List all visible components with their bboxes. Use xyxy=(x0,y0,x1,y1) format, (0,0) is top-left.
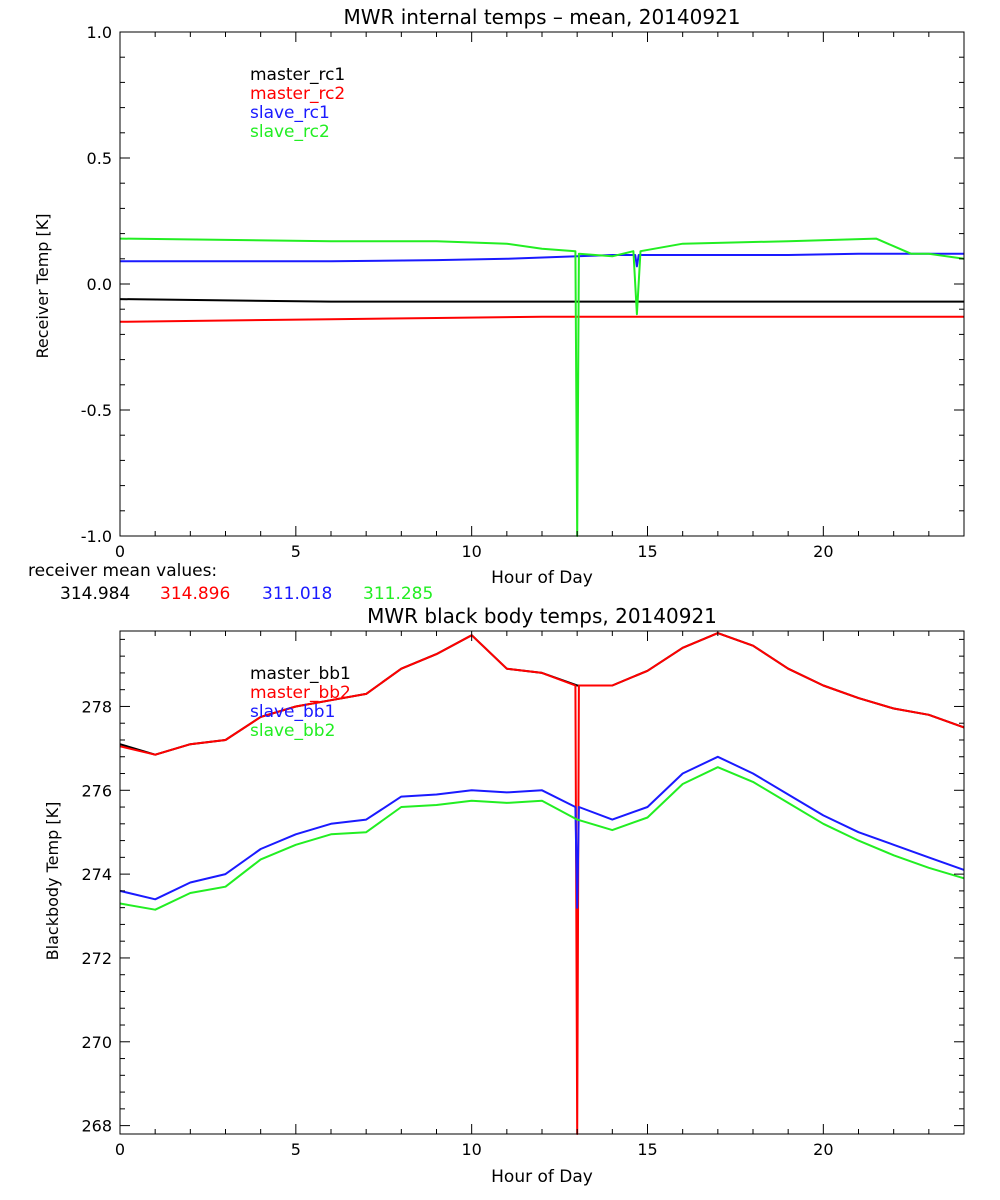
y-tick-label: 276 xyxy=(81,781,112,800)
x-tick-label: 15 xyxy=(637,542,657,561)
receiver-mean-value: 314.896 xyxy=(160,584,230,604)
x-tick-label: 5 xyxy=(291,1140,301,1159)
x-tick-label: 15 xyxy=(637,1140,657,1159)
y-tick-label: -1.0 xyxy=(81,527,112,546)
y-tick-label: 0.0 xyxy=(87,275,112,294)
x-tick-label: 10 xyxy=(461,542,481,561)
series-line-slave_bb1 xyxy=(119,755,965,909)
x-tick-label: 20 xyxy=(813,1140,833,1159)
legend-entry: slave_rc2 xyxy=(250,122,330,142)
y-tick-label: 1.0 xyxy=(87,23,112,42)
x-tick-label: 20 xyxy=(813,542,833,561)
series-line-master_bb1 xyxy=(119,632,965,756)
legend-entry: master_bb2 xyxy=(250,683,351,703)
y-tick-label: 270 xyxy=(81,1033,112,1052)
receiver-mean-values: receiver mean values: 314.984 314.896 31… xyxy=(28,561,433,604)
series-line-master_rc2 xyxy=(119,315,964,323)
series-line-slave_bb2 xyxy=(119,766,965,911)
legend-entry: master_rc2 xyxy=(250,84,345,104)
legend-entry: slave_bb2 xyxy=(250,721,335,741)
y-tick-label: -0.5 xyxy=(81,401,112,420)
y-tick-label: 278 xyxy=(81,697,112,716)
series-line-slave_rc2 xyxy=(119,237,965,537)
legend-entry: master_rc1 xyxy=(250,65,345,85)
legend-entry: master_bb1 xyxy=(250,664,351,684)
x-tick-label: 0 xyxy=(115,542,125,561)
series-line-slave_rc1 xyxy=(120,252,964,268)
y-tick-label: 272 xyxy=(81,949,112,968)
series-line-master_rc1 xyxy=(119,298,964,303)
y-tick-label: 274 xyxy=(81,865,112,884)
receiver-mean-value: 311.018 xyxy=(262,584,332,604)
y-axis-label: Blackbody Temp [K] xyxy=(43,802,62,961)
x-axis-label: Hour of Day xyxy=(491,1167,593,1187)
x-tick-label: 0 xyxy=(115,1140,125,1159)
legend-entry: slave_rc1 xyxy=(250,103,330,123)
receiver-mean-label: receiver mean values: xyxy=(28,561,217,581)
receiver-temp-chart: MWR internal temps – mean, 20140921 Rece… xyxy=(28,5,965,604)
receiver-mean-value: 311.285 xyxy=(363,584,433,604)
y-tick-label: 0.5 xyxy=(87,149,112,168)
series-line-master_bb2 xyxy=(119,632,965,1135)
x-tick-label: 5 xyxy=(291,542,301,561)
x-tick-label: 10 xyxy=(461,1140,481,1159)
y-tick-label: 268 xyxy=(81,1117,112,1136)
blackbody-temp-chart: MWR black body temps, 20140921 Blackbody… xyxy=(43,604,965,1187)
chart-title: MWR black body temps, 20140921 xyxy=(367,604,717,628)
plot-area: 0 5 10 15 20 268 270 272 274 276 278 master_bb1mast… xyxy=(81,630,965,1159)
receiver-mean-value: 314.984 xyxy=(60,584,130,604)
axes-frame xyxy=(119,630,965,1135)
plot-area: 0 5 10 15 20 -1.0 -0.5 0.0 0.5 1.0 master_rc1maste… xyxy=(81,23,965,561)
y-axis-label: Receiver Temp [K] xyxy=(33,213,52,358)
legend-entry: slave_bb1 xyxy=(250,702,335,722)
x-axis-label: Hour of Day xyxy=(491,568,593,588)
chart-title: MWR internal temps – mean, 20140921 xyxy=(343,5,740,29)
axes-frame xyxy=(119,31,965,537)
